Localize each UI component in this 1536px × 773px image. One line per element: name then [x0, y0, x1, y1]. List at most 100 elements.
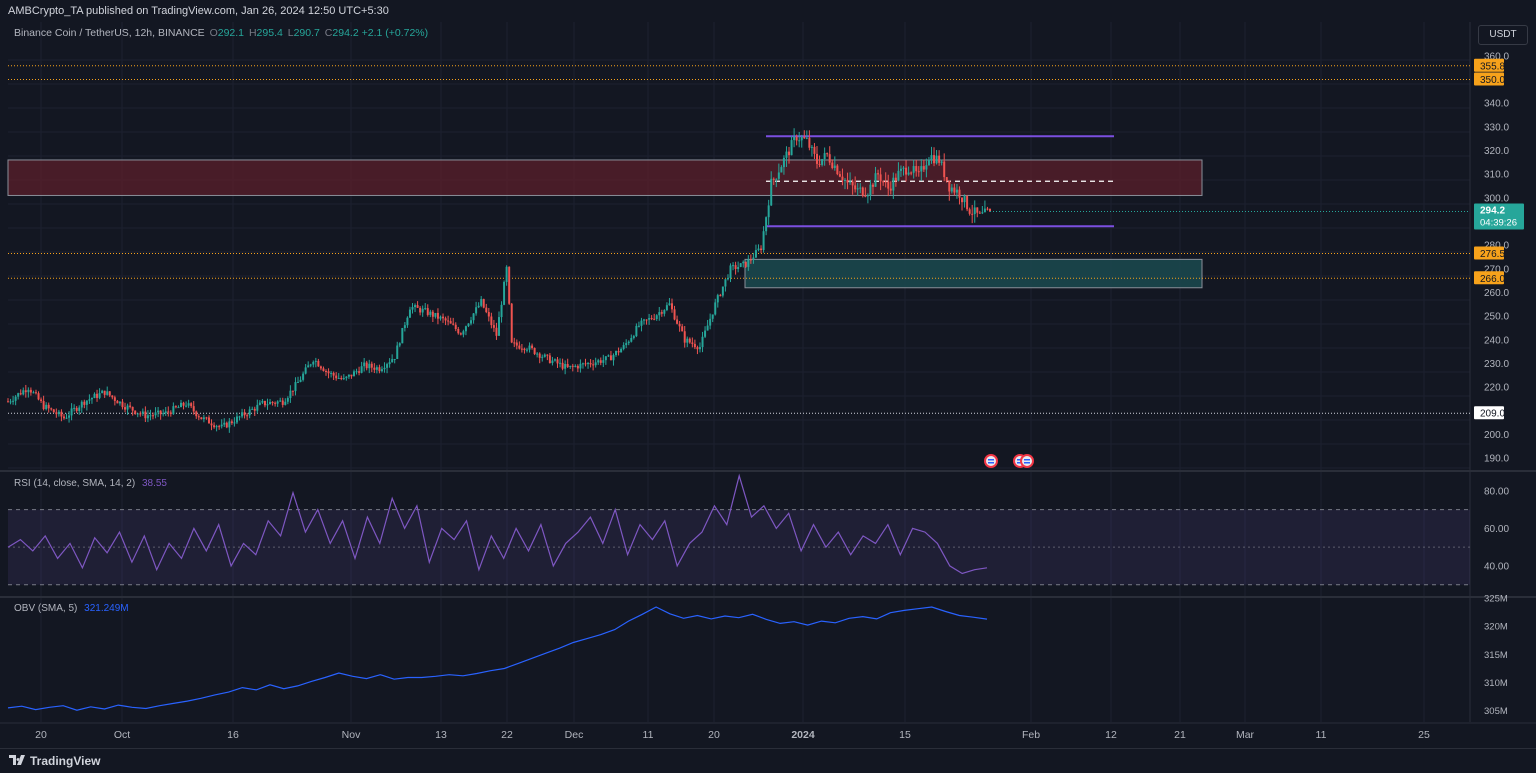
candle-body: [754, 250, 757, 258]
supply-zone: [7, 159, 1203, 196]
candle-body: [281, 400, 284, 405]
candle-body: [808, 137, 811, 148]
candle-body: [398, 343, 401, 346]
candle-body: [124, 407, 127, 410]
obv-tick-label: 305M: [1484, 706, 1508, 717]
candle-body: [833, 165, 836, 169]
candle-body: [823, 153, 826, 159]
candle-body: [327, 371, 330, 374]
candle-body: [383, 367, 386, 370]
candle-body: [14, 396, 17, 401]
candle-body: [396, 345, 399, 360]
candle-body: [691, 342, 694, 344]
candle-body: [251, 408, 254, 410]
candle-body: [836, 165, 839, 175]
candle-body: [50, 408, 53, 410]
candle-body: [663, 310, 666, 314]
candle-body: [149, 415, 152, 417]
candle-body: [770, 178, 773, 206]
candle-body: [485, 307, 488, 313]
candle-body: [195, 411, 198, 417]
candle-body: [625, 343, 628, 346]
last-price-tag: [1474, 203, 1524, 230]
time-tick-label: 25: [1418, 729, 1430, 741]
candle-body: [599, 360, 602, 363]
candle-body: [429, 311, 432, 315]
candle-body: [60, 411, 63, 417]
candle-body: [375, 367, 378, 370]
tradingview-brand[interactable]: TradingView: [8, 754, 100, 768]
candle-body: [192, 406, 195, 412]
candle-body: [922, 166, 925, 170]
candle-body: [503, 281, 506, 305]
candle-body: [302, 373, 305, 380]
candle-body: [444, 318, 447, 321]
rsi-tick-label: 40.00: [1484, 561, 1509, 572]
candle-body: [525, 349, 528, 351]
calendar-icon-3: [1020, 454, 1034, 468]
candle-body: [65, 417, 68, 419]
candle-body: [439, 316, 442, 319]
candle-body: [978, 212, 981, 214]
candle-body: [866, 195, 869, 197]
candle-body: [780, 167, 783, 173]
candle-body: [788, 151, 791, 156]
candle-body: [386, 364, 389, 368]
candle-body: [312, 361, 315, 365]
candle-body: [681, 326, 684, 332]
price-tick-label: 280.0: [1484, 241, 1509, 252]
tradingview-logo-icon: [9, 755, 25, 765]
candle-body: [470, 320, 473, 324]
candle-body: [322, 368, 325, 371]
candle-body: [447, 320, 450, 322]
candle-body: [462, 331, 465, 335]
candle-body: [202, 417, 205, 420]
candle-body: [80, 401, 83, 408]
time-tick-label: Oct: [114, 729, 130, 741]
candle-body: [256, 404, 259, 411]
currency-button[interactable]: USDT: [1478, 25, 1528, 45]
candle-body: [103, 390, 106, 395]
candle-body: [401, 328, 404, 344]
candle-body: [803, 137, 806, 139]
candle-body: [709, 318, 712, 326]
candle-body: [510, 303, 513, 343]
candle-body: [821, 158, 824, 165]
candle-body: [889, 188, 892, 191]
obv-tick-label: 315M: [1484, 650, 1508, 661]
candle-body: [648, 318, 651, 320]
level-label-bg: [1474, 246, 1504, 260]
candle-body: [739, 263, 742, 267]
candle-body: [584, 363, 587, 365]
level-label: 276.5: [1480, 249, 1505, 260]
level-label: 355.8: [1480, 61, 1505, 72]
candle-body: [106, 391, 109, 395]
candle-body: [62, 416, 65, 419]
candle-body: [693, 343, 696, 348]
candle-body: [721, 286, 724, 296]
candle-body: [213, 425, 216, 428]
candle-body: [93, 393, 96, 399]
candle-body: [7, 401, 9, 403]
rsi-value: 38.55: [141, 478, 167, 489]
candle-body: [655, 315, 658, 319]
candle-body: [141, 411, 144, 414]
candle-body: [553, 359, 556, 361]
candle-body: [531, 345, 534, 349]
candle-body: [289, 390, 292, 398]
candle-body: [118, 401, 121, 404]
candle-body: [332, 372, 335, 376]
candle-body: [772, 178, 775, 180]
candle-body: [963, 195, 966, 203]
candle-body: [884, 181, 887, 183]
candle-body: [85, 400, 88, 405]
candle-body: [68, 415, 71, 418]
candle-body: [795, 136, 798, 141]
rsi-line: [7, 473, 988, 575]
candle-body: [719, 295, 722, 297]
change-value: +2.1 (+0.72%): [361, 27, 429, 39]
candle-body: [640, 320, 643, 326]
price-tick-label: 340.0: [1484, 99, 1509, 110]
brand-label: TradingView: [30, 754, 101, 768]
